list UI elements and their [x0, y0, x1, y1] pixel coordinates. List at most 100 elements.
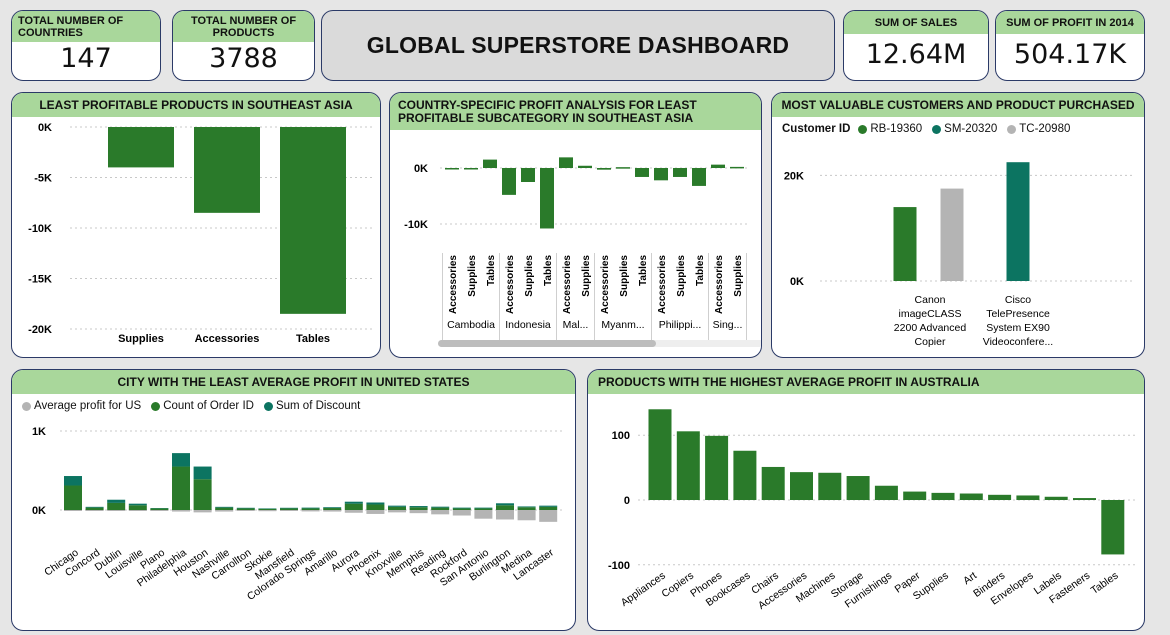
scrollbar-thumb[interactable]: [438, 340, 656, 347]
bar: [673, 168, 687, 177]
bar-discount: [215, 506, 234, 508]
bar: [597, 168, 611, 170]
y-tick-label: 100: [612, 430, 630, 442]
legend-item[interactable]: SM-20320: [932, 123, 997, 135]
bar-order-count: [409, 507, 428, 510]
bar-discount: [496, 503, 514, 506]
bar-avg-profit: [150, 510, 169, 511]
bar-order-count: [431, 507, 450, 510]
y-tick-label: 0K: [414, 163, 428, 175]
group-label: Cambodia: [447, 319, 495, 331]
bar-discount: [366, 502, 385, 505]
bar-order-count: [474, 508, 493, 510]
bar-order-count: [301, 508, 320, 510]
bar-avg-profit: [215, 510, 234, 512]
bar-avg-profit: [172, 510, 190, 512]
bar-order-count: [539, 506, 558, 510]
bar-order-count: [496, 505, 514, 510]
bar-discount: [236, 507, 255, 509]
bar: [445, 168, 459, 170]
bar: [1016, 495, 1040, 500]
bar-order-count: [215, 507, 234, 510]
bar-avg-profit: [409, 510, 428, 514]
kpi-profit-card: SUM OF PROFIT IN 2014 504.17K: [995, 10, 1145, 81]
bar-order-count: [85, 507, 104, 510]
bar-order-count: [323, 508, 342, 510]
x-tick-label: Tables: [1089, 570, 1121, 597]
panel-title: CITY WITH THE LEAST AVERAGE PROFIT IN UN…: [12, 370, 575, 394]
group-label: Philippi...: [659, 319, 702, 331]
panel-australia: PRODUCTS WITH THE HIGHEST AVERAGE PROFIT…: [587, 369, 1145, 631]
bar-avg-profit: [64, 510, 82, 511]
x-tick-label: Supplies: [619, 255, 630, 297]
y-tick-label: -5K: [34, 173, 52, 185]
bar: [874, 485, 898, 500]
y-tick-label: 1K: [32, 426, 46, 438]
x-tick-label: Accessories: [448, 255, 459, 314]
bar-avg-profit: [128, 510, 147, 511]
bar: [559, 157, 573, 168]
customer-legend: Customer ID RB-19360 SM-20320 TC-20980: [782, 123, 1076, 135]
bar: [464, 168, 478, 170]
horizontal-scrollbar[interactable]: [438, 340, 761, 347]
legend-item[interactable]: Sum of Discount: [263, 400, 360, 412]
bar-order-count: [107, 502, 126, 510]
bar-avg-profit: [236, 510, 255, 511]
bar: [616, 167, 630, 169]
us-city-legend: Average profit for US Count of Order ID …: [22, 400, 366, 412]
y-tick-label: -20K: [28, 324, 52, 336]
x-tick-label: Canon: [915, 294, 946, 306]
legend-item[interactable]: RB-19360: [858, 123, 922, 135]
bar: [988, 494, 1012, 500]
panel-title: LEAST PROFITABLE PRODUCTS IN SOUTHEAST A…: [12, 93, 380, 117]
bar-discount: [85, 506, 104, 508]
kpi-countries-label: TOTAL NUMBER OF COUNTRIES: [12, 11, 160, 42]
bar: [521, 168, 535, 182]
bar: [1044, 496, 1068, 500]
panel-us-city: CITY WITH THE LEAST AVERAGE PROFIT IN UN…: [11, 369, 576, 631]
legend-dot-icon: [858, 124, 868, 134]
legend-item[interactable]: TC-20980: [1007, 123, 1070, 135]
bar-avg-profit: [431, 510, 450, 515]
panel-title: COUNTRY-SPECIFIC PROFIT ANALYSIS FOR LEA…: [390, 93, 761, 130]
x-tick-label: Accessories: [657, 255, 668, 314]
bar-discount: [301, 507, 320, 509]
legend-dot-icon: [1007, 124, 1017, 134]
bar-discount: [193, 466, 212, 480]
chart-us-city: 1K0KChicagoConcordDublinLouisvillePlanoP…: [32, 426, 564, 603]
legend-item[interactable]: Average profit for US: [22, 400, 141, 412]
bar-order-count: [64, 485, 82, 510]
legend-item[interactable]: Count of Order ID: [151, 400, 254, 412]
bar: [108, 127, 174, 168]
x-tick-label: Accessories: [714, 255, 725, 314]
bar-order-count: [258, 508, 277, 510]
bar: [648, 409, 672, 500]
bar: [578, 165, 592, 168]
bar: [676, 431, 700, 500]
x-tick-label: Art: [961, 570, 979, 588]
bar: [540, 168, 554, 229]
x-tick-label: imageCLASS: [898, 308, 961, 320]
bar: [194, 127, 260, 213]
bar-discount: [452, 507, 471, 509]
x-tick-label: Accessories: [195, 333, 260, 345]
chart-valuable-customers: 20K 0K Canon imageCLASS 2200 Advanced Copier C…: [784, 162, 1132, 348]
bar-avg-profit: [366, 510, 385, 514]
group-label: Indonesia: [505, 319, 551, 331]
y-tick-label: -10K: [404, 219, 428, 231]
y-tick-label: -15K: [28, 274, 52, 286]
x-tick-label: Tables: [296, 333, 330, 345]
bar-discount: [409, 506, 428, 508]
x-tick-label: Supplies: [524, 255, 535, 297]
bar-avg-profit: [517, 510, 536, 521]
x-tick-label: Accessories: [600, 255, 611, 314]
bar-avg-profit: [539, 510, 558, 522]
bar: [502, 168, 516, 195]
y-tick-label: 0: [624, 495, 630, 507]
bar-discount: [64, 476, 82, 486]
x-tick-label: Copiers: [659, 570, 696, 601]
bar-order-count: [388, 506, 406, 510]
group-label: Sing...: [713, 319, 743, 331]
bar: [959, 493, 983, 500]
bar-avg-profit: [258, 510, 277, 512]
